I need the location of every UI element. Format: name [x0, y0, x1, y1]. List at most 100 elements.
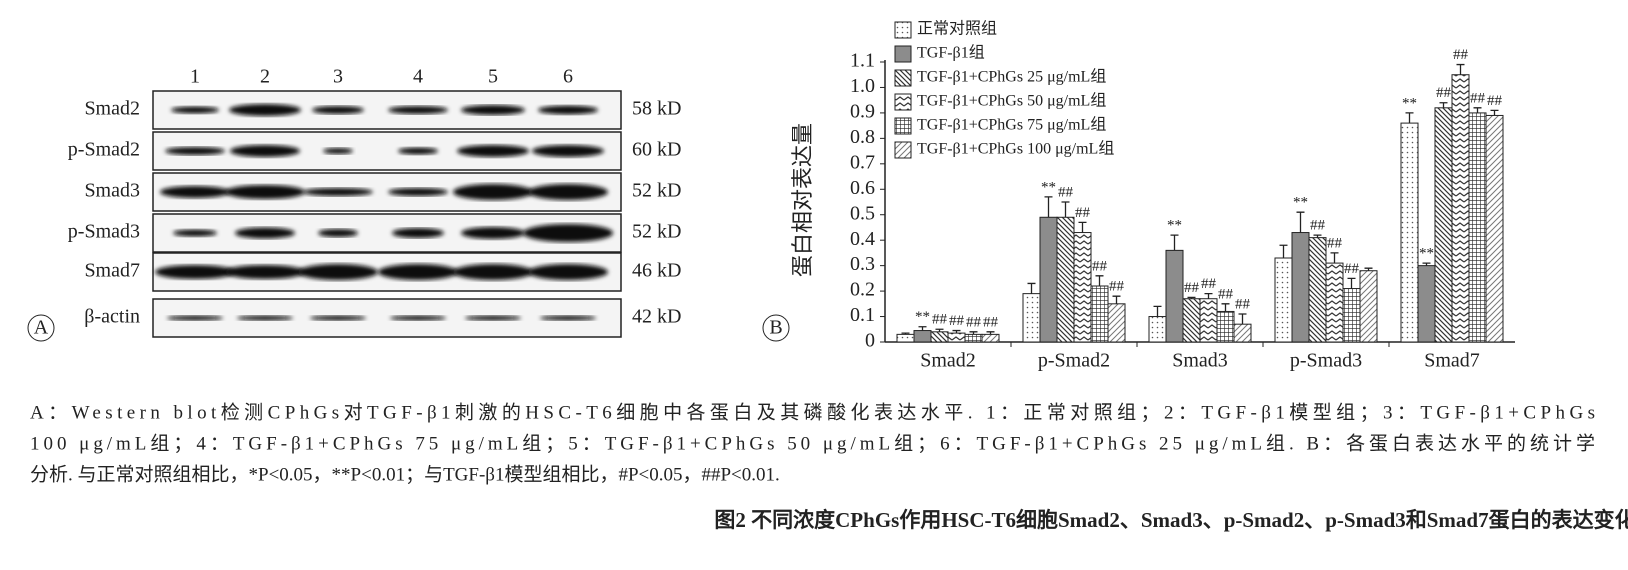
blot-band — [303, 188, 373, 196]
significance-mark: ## — [1310, 218, 1326, 234]
y-tick-label: 0.3 — [850, 253, 875, 275]
panel-circle — [27, 314, 55, 342]
y-tick-label: 1.1 — [850, 50, 875, 72]
bar — [1090, 285, 1109, 343]
significance-mark: ## — [1109, 279, 1125, 295]
bar — [1073, 232, 1092, 343]
lane-label: 3 — [333, 66, 343, 88]
significance-mark: ## — [983, 314, 999, 330]
bar — [1107, 303, 1126, 343]
y-axis-label: 蛋白相对表达量 — [790, 123, 815, 277]
protein-label: Smad7 — [84, 260, 140, 282]
bar — [1165, 249, 1184, 343]
significance-mark: ## — [1184, 280, 1200, 296]
bar — [1216, 310, 1235, 343]
blot-band — [538, 105, 598, 115]
error-bar — [1044, 196, 1053, 218]
size-label: 42 kD — [632, 306, 681, 328]
blot-band — [390, 315, 446, 321]
bar — [947, 332, 966, 343]
bar — [1022, 293, 1041, 343]
blot-band — [318, 229, 358, 237]
blot-band — [225, 265, 305, 279]
blot-band — [465, 315, 521, 321]
significance-mark: ## — [1327, 235, 1343, 251]
bar — [981, 333, 1000, 343]
blot-band — [173, 229, 217, 237]
error-bar — [1221, 303, 1230, 312]
legend-label: TGF-β1+CPhGs 25 μg/mL组 — [917, 68, 1106, 86]
legend-label: TGF-β1组 — [917, 44, 985, 62]
error-bar — [1330, 252, 1339, 264]
bar — [1359, 270, 1378, 343]
error-bar — [952, 329, 961, 334]
error-bar — [1473, 107, 1482, 113]
blot-band — [461, 105, 525, 115]
bar — [1039, 216, 1058, 343]
bar — [1342, 288, 1361, 343]
bar — [1199, 298, 1218, 343]
blot-band — [229, 104, 301, 116]
panel-circle — [762, 314, 790, 342]
y-tick-label: 0.9 — [850, 101, 875, 123]
blot-band — [312, 106, 364, 114]
significance-mark: ## — [932, 312, 948, 328]
bar — [913, 330, 932, 343]
bar — [1148, 316, 1167, 343]
blot-band — [398, 147, 438, 155]
blot-band — [388, 188, 448, 196]
error-bar — [1078, 221, 1087, 233]
bar — [930, 331, 949, 343]
blot-band — [298, 264, 378, 280]
caption-line: 分析. 与正常对照组相比，*P<0.05，**P<0.01；与TGF-β1模型组… — [30, 463, 780, 485]
protein-label: Smad3 — [84, 180, 140, 202]
significance-mark: ## — [1235, 296, 1251, 312]
bar — [1308, 237, 1327, 343]
protein-label: p-Smad3 — [68, 221, 140, 243]
lane-label: 6 — [563, 66, 573, 88]
y-tick-label: 0.7 — [850, 151, 875, 173]
caption-line: A：Western blot检测CPhGs对TGF-β1刺激的HSC-T6细胞中… — [30, 401, 1595, 423]
blot-band — [378, 264, 458, 280]
lane-label: 4 — [413, 66, 423, 88]
significance-mark: ** — [915, 309, 930, 325]
blot-band — [167, 315, 223, 321]
blot-band — [392, 228, 444, 238]
blot-band — [160, 186, 230, 198]
lane-label: 2 — [260, 66, 270, 88]
error-bar — [1170, 234, 1179, 251]
error-bar — [1112, 295, 1121, 304]
x-tick-label: Smad2 — [920, 350, 976, 372]
significance-mark: ## — [1075, 205, 1091, 221]
blot-band — [453, 264, 533, 280]
blot-band — [453, 184, 533, 200]
significance-mark: ## — [1092, 258, 1108, 274]
lane-label: 5 — [488, 66, 498, 88]
bar — [1417, 265, 1436, 343]
blot-band — [165, 147, 225, 155]
blot-band — [155, 265, 235, 279]
blot-band — [532, 145, 604, 157]
error-bar — [1187, 296, 1196, 299]
error-bar — [1204, 292, 1213, 299]
y-tick-label: 0.5 — [850, 202, 875, 224]
significance-mark: ## — [1487, 93, 1503, 109]
error-bar — [1279, 244, 1288, 258]
bar — [1274, 257, 1293, 343]
bar — [964, 333, 983, 343]
y-tick-label: 0.4 — [850, 228, 875, 250]
legend-swatch — [894, 45, 912, 63]
blot-band — [237, 315, 293, 321]
error-bar — [1456, 63, 1465, 75]
error-bar — [1347, 277, 1356, 289]
legend-swatch — [894, 141, 912, 159]
blot-band — [235, 227, 295, 239]
significance-mark: ## — [1436, 85, 1452, 101]
error-bar — [986, 331, 995, 335]
blot-band — [388, 106, 448, 114]
error-bar — [1405, 112, 1414, 124]
size-label: 52 kD — [632, 180, 681, 202]
blot-band — [323, 148, 353, 154]
